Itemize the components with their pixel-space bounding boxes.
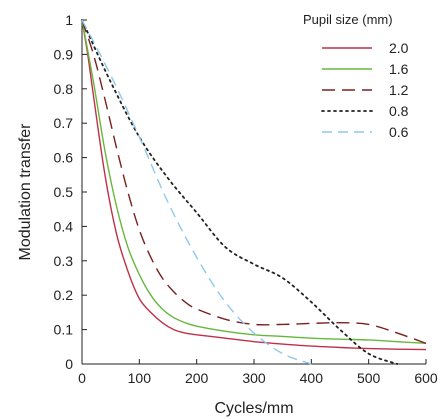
legend-label: 1.2	[389, 82, 409, 98]
y-tick-label: 0.5	[54, 184, 74, 200]
series-line-1-2	[81, 19, 427, 345]
y-tick-label: 0.2	[54, 287, 74, 303]
x-ticks: 0 100 200 300 400 500 600	[78, 359, 438, 386]
series-line-2-0	[81, 19, 427, 351]
y-tick-label: 0.9	[54, 46, 74, 62]
y-tick-label: 0.4	[54, 218, 74, 234]
legend: Pupil size (mm) 2.0 1.6 1.2 0.8 0.6	[303, 12, 409, 140]
legend-label: 0.8	[389, 103, 409, 119]
x-tick-label: 500	[357, 370, 381, 386]
series-line-0-6	[81, 19, 312, 365]
x-axis-title: Cycles/mm	[214, 400, 293, 417]
y-tick-label: 1	[65, 12, 73, 28]
legend-label: 2.0	[389, 40, 409, 56]
y-tick-label: 0.7	[54, 115, 74, 131]
x-tick-label: 100	[128, 370, 152, 386]
x-tick-label: 400	[300, 370, 324, 386]
y-tick-label: 0.8	[54, 81, 74, 97]
x-tick-label: 600	[414, 370, 438, 386]
legend-title: Pupil size (mm)	[303, 12, 393, 27]
legend-label: 0.6	[389, 124, 409, 140]
legend-label: 1.6	[389, 61, 409, 77]
y-tick-label: 0.3	[54, 253, 74, 269]
y-tick-label: 0.6	[54, 150, 74, 166]
y-axis-title: Modulation transfer	[17, 123, 34, 261]
y-ticks: 0 0.1 0.2 0.3 0.4 0.5 0.6 0.7 0.8 0.9 1	[54, 12, 87, 372]
series-line-1-6	[81, 19, 427, 345]
y-tick-label: 0	[65, 356, 73, 372]
axes	[81, 20, 426, 365]
y-tick-label: 0.1	[54, 322, 74, 338]
x-tick-label: 200	[185, 370, 209, 386]
series-line-0-8	[81, 19, 399, 365]
x-tick-label: 300	[242, 370, 266, 386]
x-tick-label: 0	[78, 370, 86, 386]
series-lines	[81, 19, 427, 365]
